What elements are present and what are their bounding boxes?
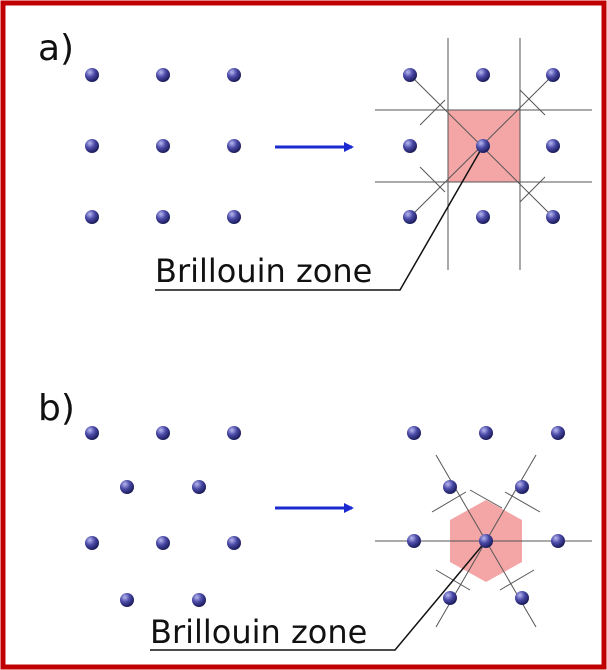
lattice-point — [403, 68, 417, 82]
zone-label: Brillouin zone — [150, 613, 367, 651]
lattice-point — [156, 210, 170, 224]
panel-label: a) — [38, 28, 74, 69]
lattice-point — [192, 593, 206, 607]
lattice-point — [476, 139, 490, 153]
lattice-point — [407, 534, 421, 548]
lattice-point — [227, 536, 241, 550]
lattice-point — [551, 426, 565, 440]
lattice-point — [479, 426, 493, 440]
lattice-point — [515, 591, 529, 605]
lattice-point — [85, 139, 99, 153]
lattice-point — [227, 68, 241, 82]
lattice-point — [156, 68, 170, 82]
panel-label: b) — [38, 388, 75, 429]
lattice-point — [546, 68, 560, 82]
lattice-point — [515, 480, 529, 494]
lattice-point — [443, 480, 457, 494]
lattice-point — [546, 139, 560, 153]
lattice-point — [476, 68, 490, 82]
lattice-point — [85, 68, 99, 82]
lattice-point — [85, 426, 99, 440]
lattice-point — [156, 139, 170, 153]
lattice-point — [120, 593, 134, 607]
lattice-point — [85, 210, 99, 224]
lattice-point — [120, 480, 134, 494]
lattice-point — [156, 426, 170, 440]
lattice-point — [551, 534, 565, 548]
lattice-point — [403, 210, 417, 224]
pointer — [150, 540, 487, 651]
lattice-point — [192, 480, 206, 494]
lattice-point — [403, 139, 417, 153]
lattice-point — [479, 534, 493, 548]
lattice-point — [85, 536, 99, 550]
lattice-point — [227, 426, 241, 440]
lattice-point — [156, 536, 170, 550]
lattice-point — [443, 591, 457, 605]
lattice-point — [227, 210, 241, 224]
lattice-point — [407, 426, 421, 440]
zone-label: Brillouin zone — [155, 252, 372, 290]
lattice-point — [546, 210, 560, 224]
lattice-point — [476, 210, 490, 224]
pointer — [155, 145, 484, 291]
lattice-point — [227, 139, 241, 153]
